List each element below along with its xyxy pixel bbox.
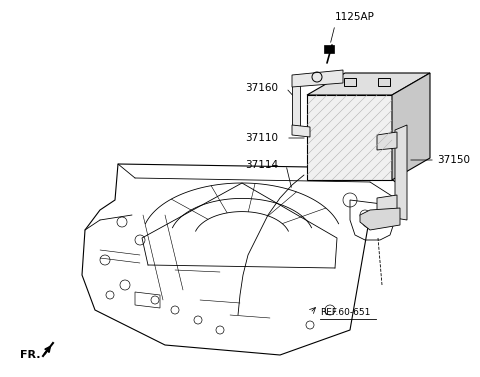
Polygon shape xyxy=(344,78,356,86)
Text: 37110: 37110 xyxy=(245,133,278,143)
Polygon shape xyxy=(324,45,334,53)
Polygon shape xyxy=(292,125,310,137)
Text: REF.60-651: REF.60-651 xyxy=(320,308,371,317)
Text: 37150: 37150 xyxy=(437,155,470,165)
Polygon shape xyxy=(377,132,397,150)
Text: 37114: 37114 xyxy=(245,160,278,170)
Polygon shape xyxy=(378,78,390,86)
Polygon shape xyxy=(292,70,343,87)
Polygon shape xyxy=(307,95,392,180)
Polygon shape xyxy=(377,195,397,212)
Text: 37160: 37160 xyxy=(245,83,278,93)
Text: 1125AP: 1125AP xyxy=(335,12,375,22)
Polygon shape xyxy=(360,208,400,230)
Text: FR.: FR. xyxy=(20,350,40,360)
Polygon shape xyxy=(307,73,430,95)
Polygon shape xyxy=(292,75,300,130)
Polygon shape xyxy=(395,125,407,220)
Polygon shape xyxy=(392,73,430,180)
